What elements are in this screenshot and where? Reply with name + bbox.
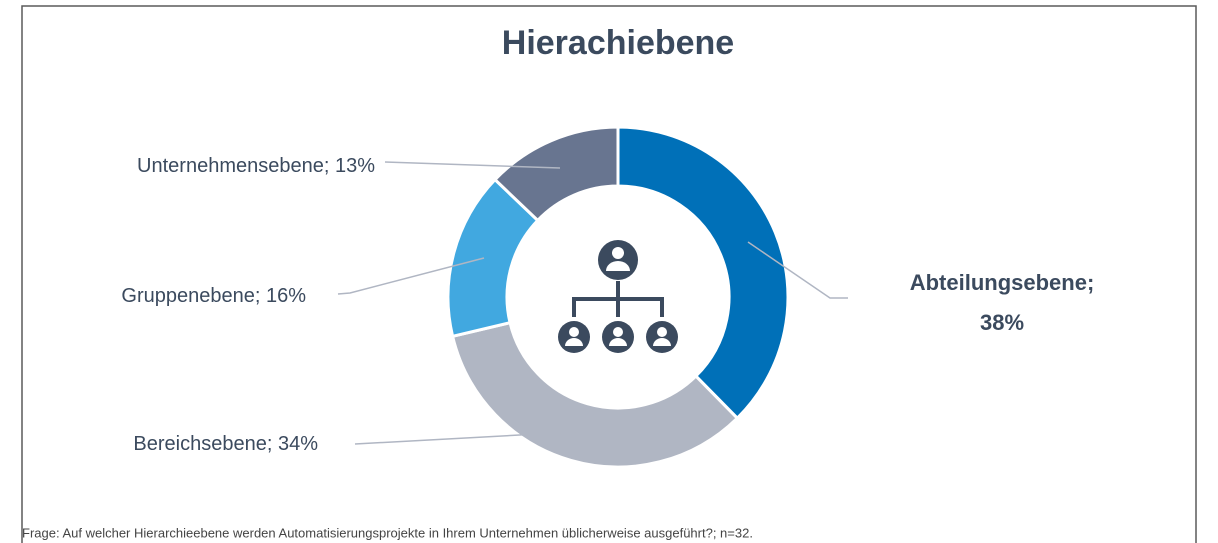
slice-category: Gruppenebene; (121, 285, 260, 307)
slice-value-label: 38% (980, 310, 1024, 335)
donut-slice (492, 125, 620, 223)
leader-line (354, 431, 576, 445)
chart-title: Hierachiebene (502, 24, 734, 62)
slice-value-label: 16% (266, 285, 306, 307)
donut-slice (450, 320, 740, 469)
org-icon (558, 240, 678, 353)
slice-label: Bereichsebene; 34% (133, 433, 318, 455)
leader-line (747, 241, 848, 299)
donut-slice (616, 125, 790, 421)
slice-category: Bereichsebene; (133, 433, 272, 455)
slice-category: Unternehmensebene; (137, 155, 329, 177)
leader-line (337, 257, 485, 295)
slice-value-label: 13% (335, 155, 375, 177)
slice-value-label: 34% (278, 433, 318, 455)
slice-label: Gruppenebene; 16% (121, 285, 306, 307)
leader-line (384, 161, 561, 169)
footnote: Frage: Auf welcher Hierarchieebene werde… (22, 525, 753, 540)
slice-label: Unternehmensebene; 13% (137, 155, 375, 177)
slice-label: Abteilungsebene; (910, 270, 1095, 295)
